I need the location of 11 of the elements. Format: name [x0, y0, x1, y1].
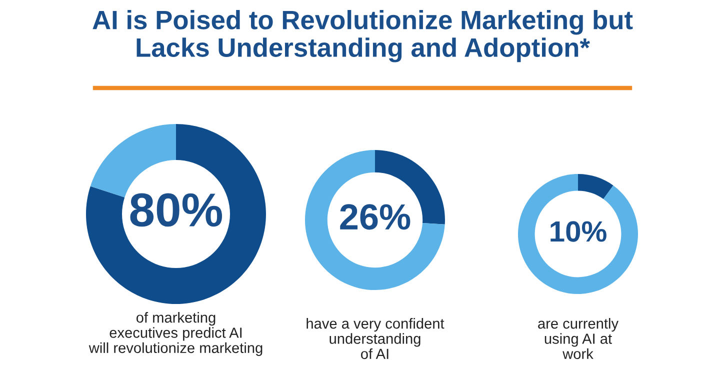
data-label: 26%	[340, 204, 410, 230]
data-label: 80%	[130, 193, 222, 227]
text: have a very confident understanding of AI	[306, 318, 444, 360]
text: of marketing executives predict AI will revolutionize marketing	[88, 312, 262, 356]
donut-slice	[518, 174, 638, 294]
text: are currently using AI at work	[538, 318, 618, 360]
donut-slice	[578, 174, 614, 200]
donut-slice	[305, 150, 445, 290]
donut-slice	[86, 124, 266, 304]
text: AI is Poised to Revolutionize Marketing but Lacks Understanding and Adoption*	[92, 10, 633, 62]
data-label: 10%	[550, 221, 606, 242]
